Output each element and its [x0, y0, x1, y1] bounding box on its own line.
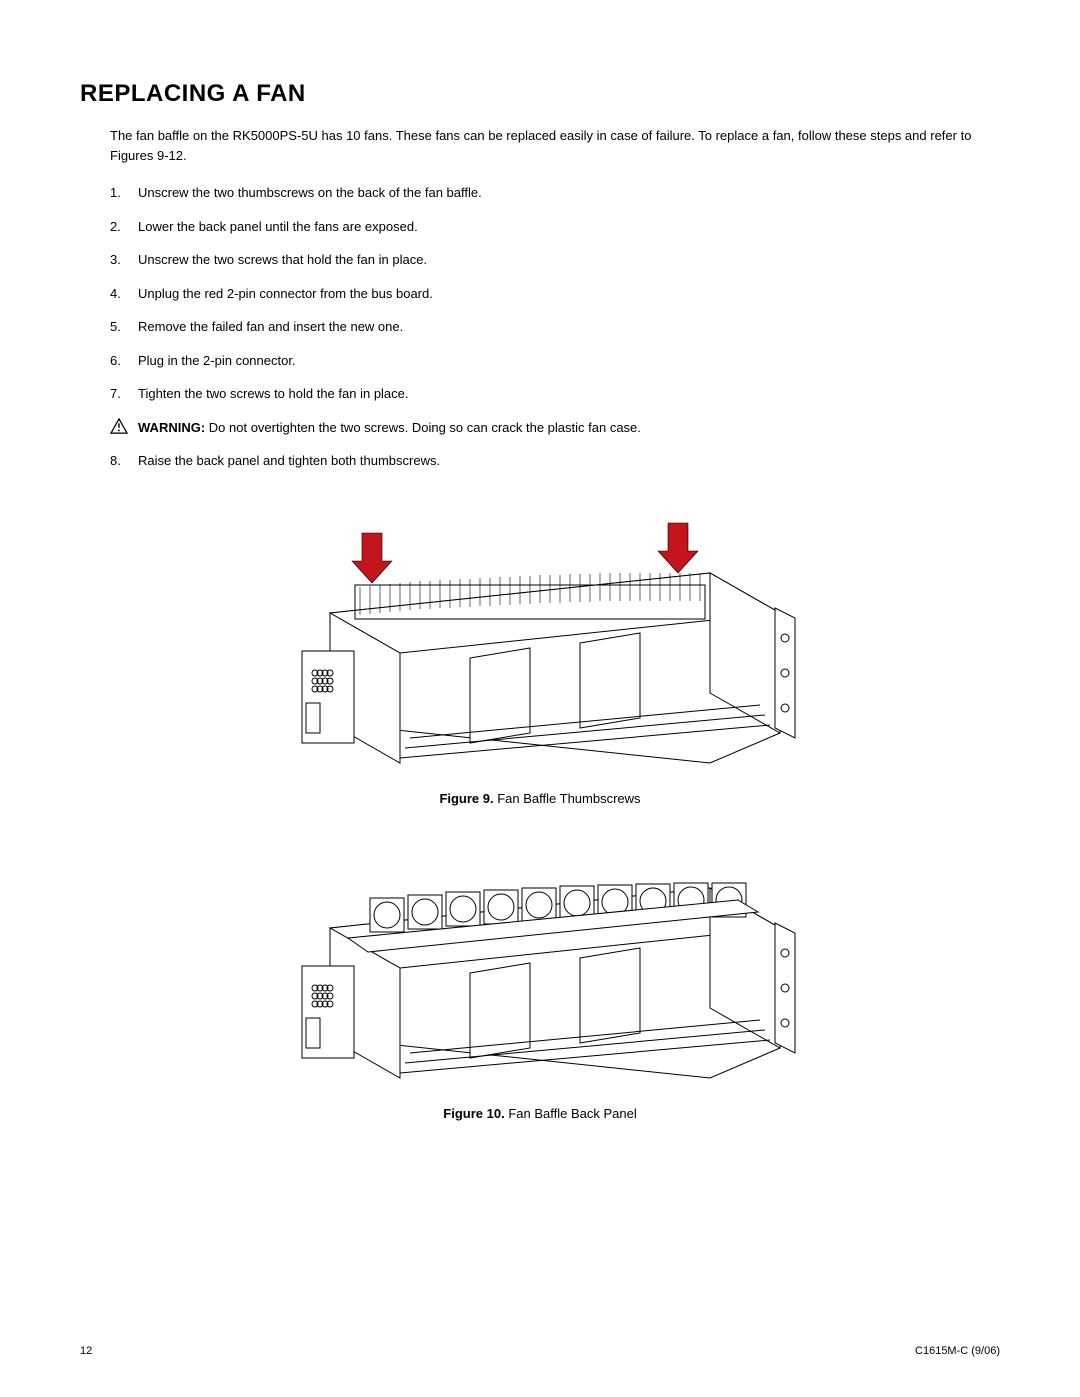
figure-9-caption: Figure 9. Fan Baffle Thumbscrews [80, 791, 1000, 806]
step-number: 4. [110, 284, 121, 304]
step-text: Raise the back panel and tighten both th… [138, 453, 440, 468]
step-3: 3. Unscrew the two screws that hold the f… [110, 250, 1000, 270]
figure-label: Figure 10. [443, 1106, 504, 1121]
step-1: 1. Unscrew the two thumbscrews on the bac… [110, 183, 1000, 203]
step-5: 5. Remove the failed fan and insert the n… [110, 317, 1000, 337]
step-text: Unscrew the two screws that hold the fan… [138, 252, 427, 267]
step-number: 7. [110, 384, 121, 404]
step-text: Tighten the two screws to hold the fan i… [138, 386, 409, 401]
step-number: 5. [110, 317, 121, 337]
step-text: Remove the failed fan and insert the new… [138, 319, 403, 334]
page-number: 12 [80, 1345, 92, 1357]
page-heading: REPLACING A FAN [80, 80, 1000, 108]
step-4: 4. Unplug the red 2-pin connector from th… [110, 284, 1000, 304]
step-6: 6. Plug in the 2-pin connector. [110, 351, 1000, 371]
steps-list: 1. Unscrew the two thumbscrews on the bac… [110, 183, 1000, 404]
warning-triangle-icon [110, 418, 128, 434]
warning-label: WARNING: [138, 420, 205, 435]
step-text: Lower the back panel until the fans are … [138, 219, 418, 234]
step-number: 2. [110, 217, 121, 237]
figure-label: Figure 9. [439, 791, 493, 806]
page-footer: 12 C1615M-C (9/06) [80, 1345, 1000, 1357]
step-2: 2. Lower the back panel until the fans ar… [110, 217, 1000, 237]
step-8: 8. Raise the back panel and tighten both … [110, 451, 1000, 471]
steps-list-cont: 8. Raise the back panel and tighten both … [110, 451, 1000, 471]
figure-title: Fan Baffle Back Panel [505, 1106, 637, 1121]
figure-10-caption: Figure 10. Fan Baffle Back Panel [80, 1106, 1000, 1121]
step-7: 7. Tighten the two screws to hold the fan… [110, 384, 1000, 404]
figure-9-illustration [270, 503, 810, 783]
figure-10-illustration [270, 838, 810, 1098]
intro-paragraph: The fan baffle on the RK5000PS-5U has 10… [110, 126, 1000, 165]
warning-text: Do not overtighten the two screws. Doing… [205, 420, 641, 435]
warning-block: WARNING: Do not overtighten the two scre… [110, 418, 1000, 438]
step-text: Unscrew the two thumbscrews on the back … [138, 185, 482, 200]
step-number: 3. [110, 250, 121, 270]
doc-id: C1615M-C (9/06) [915, 1345, 1000, 1357]
figure-title: Fan Baffle Thumbscrews [494, 791, 641, 806]
step-text: Unplug the red 2-pin connector from the … [138, 286, 433, 301]
figure-9: Figure 9. Fan Baffle Thumbscrews [80, 503, 1000, 806]
step-text: Plug in the 2-pin connector. [138, 353, 296, 368]
step-number: 6. [110, 351, 121, 371]
step-number: 1. [110, 183, 121, 203]
figure-10: Figure 10. Fan Baffle Back Panel [80, 838, 1000, 1121]
step-number: 8. [110, 451, 121, 471]
